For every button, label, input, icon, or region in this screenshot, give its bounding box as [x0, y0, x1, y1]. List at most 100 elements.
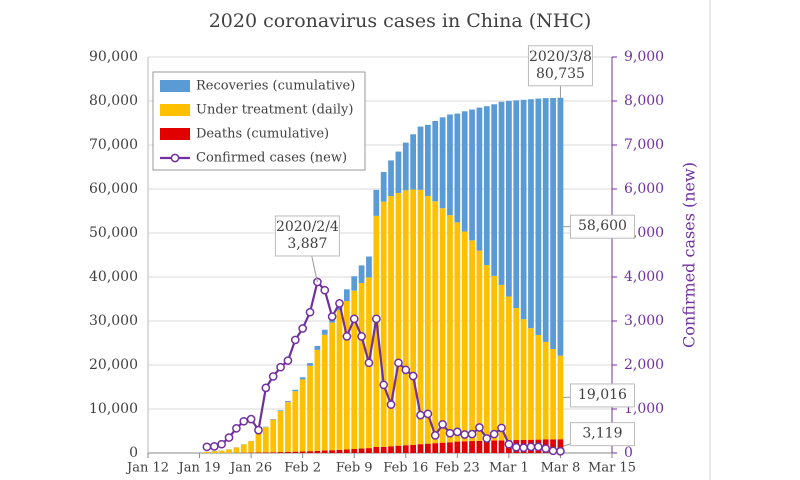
- line-point: [246, 414, 256, 424]
- x-tick-label: Jan 26: [228, 461, 272, 476]
- bar-segment: [351, 276, 358, 291]
- callout-text: 80,735: [536, 66, 585, 82]
- line-point: [533, 442, 543, 452]
- line-point: [298, 324, 308, 333]
- bar-segment: [329, 450, 335, 453]
- y2-tick-label: 6,000: [624, 181, 664, 197]
- bar-segment: [469, 441, 475, 453]
- line-point: [519, 443, 528, 453]
- bar-segment: [417, 189, 424, 445]
- bar-segment: [343, 300, 350, 450]
- callout-text: 2020/3/8: [529, 49, 592, 65]
- line-point: [416, 410, 425, 420]
- bar-segment: [476, 107, 483, 251]
- callout-box: [569, 422, 635, 447]
- legend-label: Recoveries (cumulative): [196, 79, 355, 94]
- line-point: [467, 429, 477, 439]
- x-tick-label: Mar 15: [588, 461, 636, 476]
- bar-segment: [402, 190, 409, 446]
- bar-segment: [520, 99, 527, 320]
- bar-segment: [380, 172, 387, 202]
- line-point: [320, 285, 330, 295]
- bar-segment: [425, 195, 431, 444]
- x-tick-label: Jan 19: [177, 461, 221, 476]
- bar-segment: [262, 452, 269, 453]
- line-point: [371, 314, 381, 324]
- callout-text: 3,119: [582, 426, 622, 442]
- bar-segment: [483, 440, 490, 453]
- bar-segment: [395, 193, 402, 446]
- bar-segment: [395, 445, 402, 453]
- bar-segment: [211, 451, 218, 453]
- legend-label: Confirmed cases (new): [196, 151, 347, 166]
- bar-segment: [432, 201, 439, 444]
- bar-segment: [248, 441, 254, 453]
- bar-segment: [425, 443, 431, 453]
- y-tick-label: 70,000: [89, 137, 138, 153]
- bar-segment: [410, 444, 417, 453]
- line-point: [202, 442, 212, 452]
- legend-label: Under treatment (daily): [196, 103, 353, 118]
- x-tick-label: Mar 8: [541, 461, 581, 476]
- bar-segment: [454, 222, 461, 442]
- bar-segment: [204, 451, 210, 453]
- bar-segment: [528, 99, 534, 329]
- legend-swatch: [160, 104, 190, 116]
- y2-tick-label: 0: [624, 445, 633, 461]
- line-point: [475, 423, 484, 432]
- bar-segment: [307, 365, 313, 452]
- callout-box: [274, 215, 340, 257]
- y-tick-label: 30,000: [89, 313, 138, 329]
- bar-segment: [336, 310, 343, 450]
- bar-segment: [425, 124, 431, 196]
- line-point: [276, 362, 285, 372]
- bar-segment: [277, 411, 284, 453]
- chart-title: 2020 coronavirus cases in China (NHC): [209, 10, 592, 32]
- line-point: [489, 429, 499, 439]
- bar-segment: [336, 449, 343, 453]
- y-tick-label: 60,000: [89, 181, 138, 197]
- bar-segment: [550, 439, 556, 453]
- bar-segment: [491, 104, 498, 276]
- line-point: [290, 335, 300, 345]
- bar-segment: [321, 450, 328, 453]
- callout-box: [527, 45, 593, 87]
- y2-tick-label: 2,000: [624, 357, 664, 373]
- bar-segment: [351, 449, 358, 453]
- bar-segment: [469, 240, 475, 442]
- legend-label: Deaths (cumulative): [196, 127, 329, 142]
- bar-segment: [307, 363, 313, 366]
- bar-segment: [218, 450, 225, 453]
- line-point: [335, 299, 344, 308]
- line-point: [401, 365, 411, 375]
- bar-segment: [373, 189, 380, 216]
- line-point: [394, 358, 403, 368]
- line-point: [217, 439, 227, 449]
- line-point: [364, 358, 374, 368]
- line-point: [357, 332, 366, 341]
- y-tick-label: 80,000: [89, 93, 138, 109]
- bar-segment: [226, 449, 232, 453]
- line-point: [548, 446, 558, 456]
- y2-tick-label: 9,000: [624, 49, 664, 65]
- bar-segment: [476, 440, 483, 453]
- bar-segment: [366, 256, 372, 278]
- bar-segment: [277, 410, 284, 412]
- bar-segment: [270, 419, 277, 453]
- callout-text: 19,016: [578, 387, 627, 403]
- bar-segment: [542, 341, 549, 440]
- y2-tick-label: 3,000: [624, 313, 664, 329]
- bar-segment: [388, 160, 394, 197]
- line-point: [239, 416, 249, 426]
- line-point: [460, 430, 470, 439]
- bar-segment: [550, 97, 556, 350]
- line-point: [504, 439, 514, 449]
- callout-box: [569, 383, 635, 408]
- bar-segment: [285, 451, 291, 453]
- legend-marker: [170, 153, 180, 163]
- bar-segment: [461, 231, 468, 442]
- bar-segment: [454, 441, 461, 453]
- bar-segment: [351, 290, 358, 450]
- line-point: [526, 442, 536, 452]
